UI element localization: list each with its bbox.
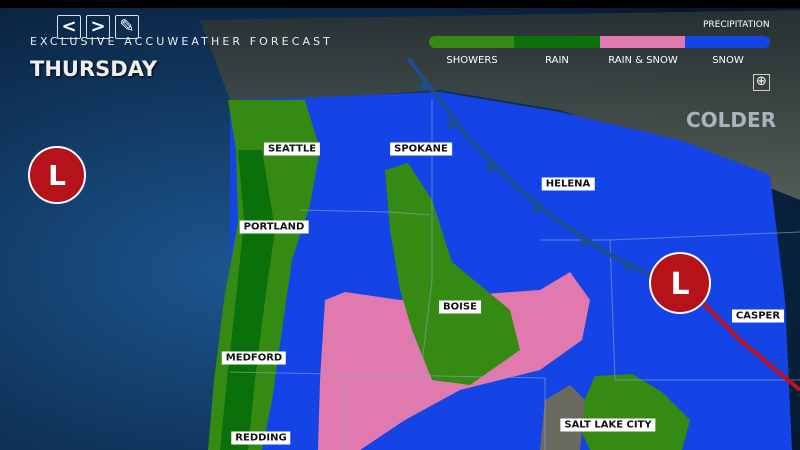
city-label-seattle: SEATTLE <box>263 142 321 156</box>
legend-label-rain: RAIN <box>545 55 569 66</box>
svg-text:L: L <box>48 159 66 192</box>
city-label-helena: HELENA <box>541 177 595 191</box>
low-pressure-west: L <box>28 146 86 204</box>
legend-swatch-snow <box>684 36 770 48</box>
colder-annotation: COLDER <box>686 108 777 132</box>
next-button[interactable]: > <box>86 15 110 39</box>
land-gap <box>540 385 585 450</box>
cold-front-triangles <box>418 78 636 272</box>
edit-pencil-icon[interactable]: ✎ <box>115 15 139 39</box>
forecast-subtitle: EXCLUSIVE ACCUWEATHER FORECAST <box>30 35 334 48</box>
cold-front <box>406 56 651 277</box>
legend-bar <box>429 36 770 48</box>
state-borders <box>229 100 800 450</box>
legend-label-showers: SHOWERS <box>446 55 498 66</box>
legend-label-snow: SNOW <box>712 55 744 66</box>
city-label-redding: REDDING <box>231 431 291 445</box>
legend-swatch-showers <box>429 36 515 48</box>
land-north <box>200 10 800 200</box>
legend-swatch-rain <box>514 36 600 48</box>
low-pressure-east: L <box>649 252 711 314</box>
city-label-boise: BOISE <box>439 300 481 314</box>
forecast-day: THURSDAY <box>30 57 158 81</box>
city-label-salt-lake-city: SALT LAKE CITY <box>560 418 656 432</box>
city-label-casper: CASPER <box>731 309 785 323</box>
legend-swatch-rain-snow <box>599 36 685 48</box>
city-label-medford: MEDFORD <box>221 351 287 365</box>
occluded-front <box>698 298 800 392</box>
city-label-spokane: SPOKANE <box>390 142 452 156</box>
showers-idaho <box>385 163 520 385</box>
svg-text:L: L <box>670 267 689 302</box>
zoom-in-icon[interactable]: ⊕ <box>753 74 770 91</box>
city-label-portland: PORTLAND <box>239 220 309 234</box>
prev-button[interactable]: < <box>57 15 81 39</box>
top-band <box>0 0 800 8</box>
legend-label-rain-snow: RAIN & SNOW <box>608 55 678 66</box>
legend-title: PRECIPITATION <box>703 20 770 30</box>
